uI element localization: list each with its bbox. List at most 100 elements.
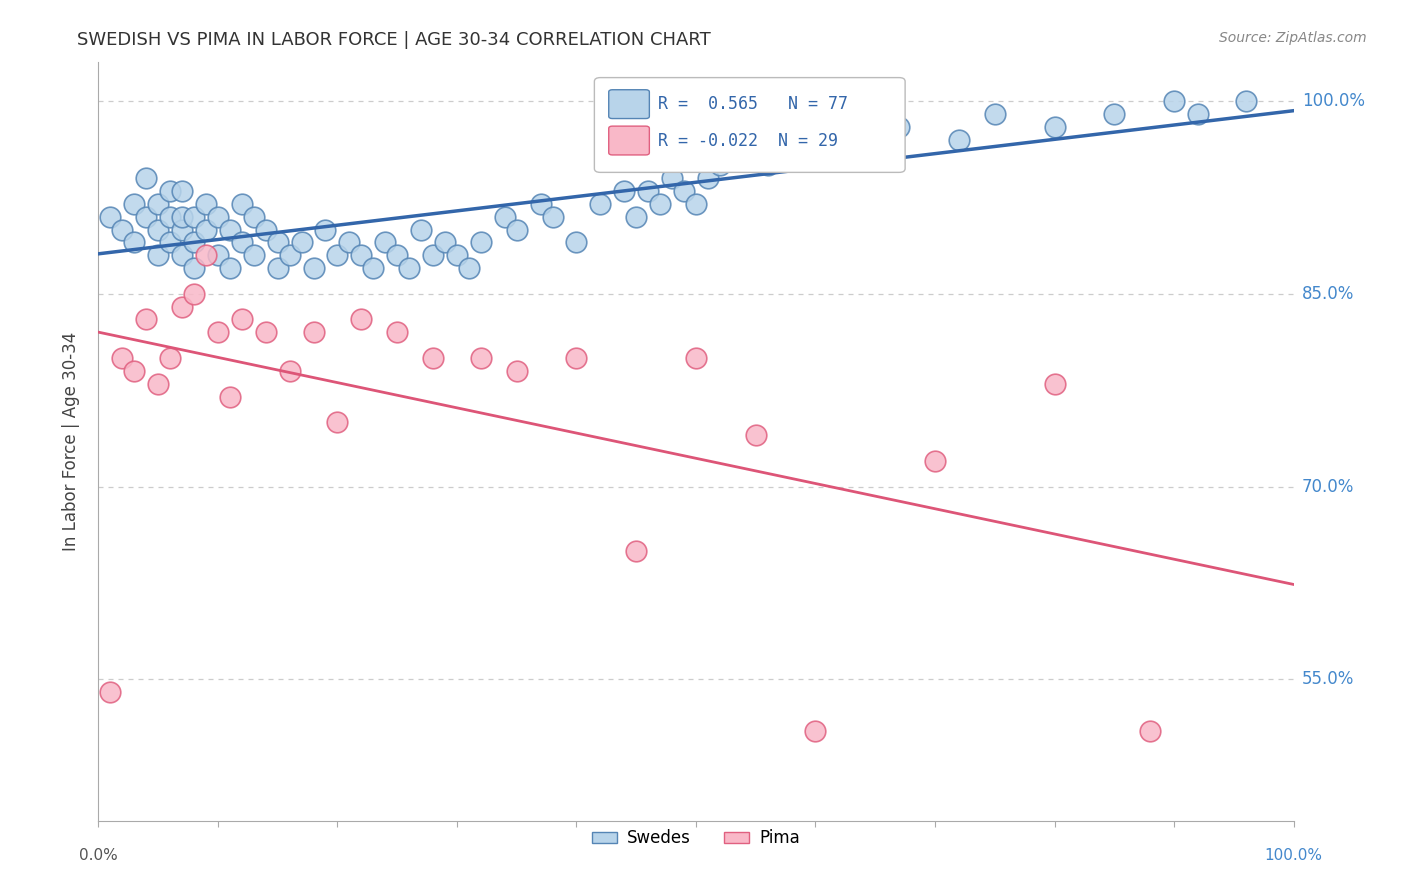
Point — [207, 210, 229, 224]
Point — [648, 196, 672, 211]
Text: Source: ZipAtlas.com: Source: ZipAtlas.com — [1219, 31, 1367, 45]
Point — [1163, 94, 1185, 108]
Point — [159, 184, 181, 198]
Point — [350, 248, 373, 262]
Text: 55.0%: 55.0% — [1302, 670, 1354, 689]
Point — [589, 196, 612, 211]
Point — [207, 326, 229, 340]
Point — [159, 210, 181, 224]
Point — [124, 196, 146, 211]
Text: R =  0.565   N = 77: R = 0.565 N = 77 — [658, 95, 848, 113]
Point — [841, 132, 863, 146]
Point — [231, 235, 253, 250]
Point — [768, 132, 790, 146]
Point — [278, 248, 301, 262]
Point — [506, 222, 529, 236]
Point — [111, 351, 134, 365]
Point — [756, 158, 779, 172]
Point — [661, 171, 683, 186]
Point — [673, 184, 696, 198]
Point — [804, 145, 827, 160]
Point — [1104, 107, 1126, 121]
Point — [172, 184, 194, 198]
Point — [148, 376, 170, 391]
Point — [254, 326, 277, 340]
Point — [1234, 94, 1257, 108]
Point — [626, 543, 648, 558]
Point — [98, 685, 122, 699]
Text: SWEDISH VS PIMA IN LABOR FORCE | AGE 30-34 CORRELATION CHART: SWEDISH VS PIMA IN LABOR FORCE | AGE 30-… — [77, 31, 711, 49]
Point — [183, 210, 205, 224]
Point — [291, 235, 314, 250]
Point — [948, 132, 970, 146]
Point — [458, 261, 481, 276]
Point — [148, 196, 170, 211]
Point — [183, 235, 205, 250]
Point — [195, 196, 218, 211]
Text: 85.0%: 85.0% — [1302, 285, 1354, 302]
Point — [172, 300, 194, 314]
Point — [172, 248, 194, 262]
Point — [984, 107, 1007, 121]
Point — [135, 312, 157, 326]
Point — [685, 196, 707, 211]
Text: 70.0%: 70.0% — [1302, 477, 1354, 496]
Point — [422, 351, 444, 365]
Point — [1043, 376, 1066, 391]
Point — [494, 210, 516, 224]
Point — [183, 261, 205, 276]
Point — [135, 210, 157, 224]
Point — [434, 235, 457, 250]
Point — [745, 428, 768, 442]
Point — [278, 364, 301, 378]
Point — [685, 351, 707, 365]
Point — [422, 248, 444, 262]
Point — [326, 248, 349, 262]
FancyBboxPatch shape — [609, 90, 650, 119]
Legend: Swedes, Pima: Swedes, Pima — [585, 822, 807, 854]
Point — [446, 248, 468, 262]
Point — [135, 171, 157, 186]
Point — [148, 222, 170, 236]
Point — [530, 196, 553, 211]
Text: 0.0%: 0.0% — [79, 848, 118, 863]
Point — [565, 351, 588, 365]
Point — [159, 235, 181, 250]
Point — [613, 184, 636, 198]
Point — [254, 222, 277, 236]
Point — [506, 364, 529, 378]
Point — [339, 235, 361, 250]
Text: R = -0.022  N = 29: R = -0.022 N = 29 — [658, 131, 838, 150]
FancyBboxPatch shape — [595, 78, 905, 172]
Point — [1187, 107, 1209, 121]
Point — [626, 210, 648, 224]
Point — [697, 171, 720, 186]
Point — [470, 235, 492, 250]
Point — [219, 390, 242, 404]
Point — [231, 196, 253, 211]
Point — [207, 248, 229, 262]
Point — [183, 286, 205, 301]
Point — [326, 415, 349, 429]
Point — [159, 351, 181, 365]
Point — [124, 364, 146, 378]
Point — [148, 248, 170, 262]
Point — [637, 184, 659, 198]
Point — [98, 210, 122, 224]
Point — [411, 222, 433, 236]
Point — [231, 312, 253, 326]
Point — [733, 145, 755, 160]
Point — [124, 235, 146, 250]
Point — [219, 261, 242, 276]
Point — [195, 248, 218, 262]
Point — [804, 723, 827, 738]
Point — [385, 326, 409, 340]
Text: 100.0%: 100.0% — [1264, 848, 1323, 863]
Point — [302, 261, 325, 276]
Point — [195, 222, 218, 236]
Point — [219, 222, 242, 236]
Point — [172, 222, 194, 236]
Point — [889, 120, 911, 134]
Text: 100.0%: 100.0% — [1302, 92, 1365, 110]
Y-axis label: In Labor Force | Age 30-34: In Labor Force | Age 30-34 — [62, 332, 80, 551]
